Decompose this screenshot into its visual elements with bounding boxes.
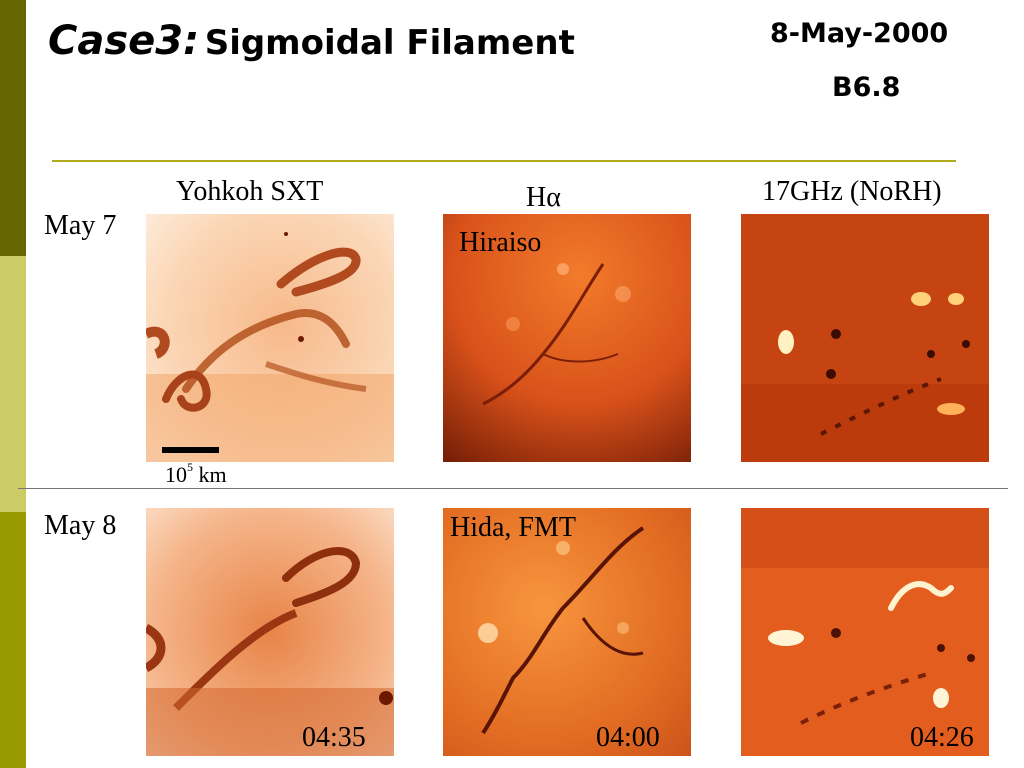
radio-image-may8: [741, 508, 989, 756]
halpha-image-may7: [443, 214, 691, 462]
observatory-label-hida-fmt: Hida, FMT: [450, 512, 576, 543]
scale-bar: [162, 447, 219, 453]
timestamp-halpha: 04:00: [596, 722, 660, 753]
timestamp-sxt: 04:35: [302, 722, 366, 753]
sxt-image-may7: [146, 214, 394, 462]
timestamp-radio: 04:26: [910, 722, 974, 753]
event-date: 8-May-2000: [770, 18, 949, 49]
sidebar-accent-middle: [0, 256, 26, 512]
column-label-halpha: Hα: [526, 182, 561, 213]
header-divider: [52, 160, 956, 162]
title-subject: Sigmoidal Filament: [204, 23, 575, 63]
slide-title: Case3: Sigmoidal Filament: [48, 18, 575, 64]
sidebar-accent-bottom: [0, 512, 26, 768]
title-case: Case3:: [48, 18, 200, 64]
sxt-image-may8: [146, 508, 394, 756]
sidebar-accent-top: [0, 0, 26, 256]
column-label-radio: 17GHz (NoRH): [762, 176, 942, 207]
row-divider: [18, 488, 1008, 489]
observatory-label-hiraiso: Hiraiso: [459, 227, 542, 258]
row-label-may7: May 7: [44, 210, 117, 241]
scale-bar-label: 105 km: [165, 460, 227, 487]
flare-class: B6.8: [832, 72, 901, 103]
radio-image-may7: [741, 214, 989, 462]
row-label-may8: May 8: [44, 510, 117, 541]
column-label-sxt: Yohkoh SXT: [176, 176, 324, 207]
halpha-image-may8: [443, 508, 691, 756]
